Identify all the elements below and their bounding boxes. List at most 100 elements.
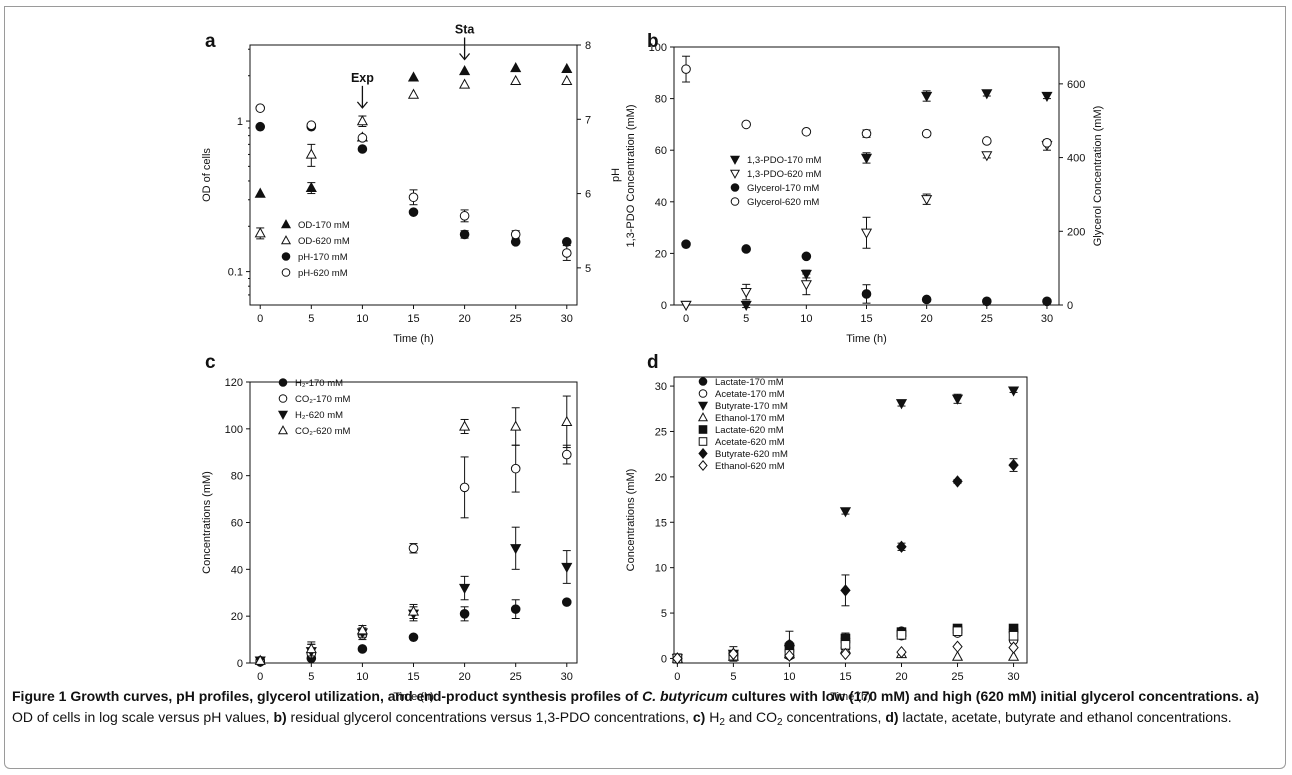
series-d-7 [672,640,1019,665]
legend-marker [698,447,708,460]
data-point [861,128,872,139]
data-point [357,133,368,143]
plot-frame-d [673,376,1028,664]
data-point [681,239,691,249]
legend-marker [729,155,741,165]
panel-letter-b: b [647,31,659,52]
y-tick-label: 0 [661,300,667,312]
x-tick-label: 15 [407,671,419,683]
data-point [254,227,266,238]
x-tick-label: 20 [458,313,470,325]
y2-tick-label: 8 [585,40,591,52]
data-point [255,103,266,113]
data-point [728,647,739,661]
y-tick-label: 120 [225,377,243,389]
x-tick-label: 5 [743,313,749,325]
data-point [784,649,795,662]
data-point [740,287,752,299]
legend-marker [729,169,741,179]
caption-label-a: a) [1246,688,1259,704]
legend-label: Acetate-620 mM [715,437,785,448]
legend-marker [278,394,288,403]
annotation-arrow-head [356,101,368,109]
data-point [357,144,368,154]
x-tick-label: 25 [510,313,522,325]
data-point [896,540,907,553]
x-tick-label: 5 [308,671,314,683]
data-point [1008,630,1019,641]
y2-axis-label: pH [610,168,622,182]
y-tick-label: 80 [231,471,243,483]
caption-label-b: b) [273,709,287,725]
x-tick-label: 5 [730,671,736,683]
x-tick-label: 0 [674,671,680,683]
chart-panel-a: a 0 5 10 15 20 25 30 Time (h) 0.1 1 OD of cells 5 6 7 8… [201,22,622,345]
data-point [1008,458,1019,472]
data-point [561,248,572,258]
legend-marker [277,410,289,420]
data-point [982,296,992,307]
annotation-label: Sta [455,22,476,36]
series-b-2 [681,239,1052,307]
legend-marker [278,378,288,387]
data-point [407,88,420,99]
data-point [741,119,751,130]
series-a-3 [255,103,572,261]
data-point [921,294,932,305]
legend-label: Lactate-170 mM [715,377,784,388]
y2-tick-label: 600 [1067,79,1085,91]
legend-marker [730,183,740,192]
x-tick-label: 10 [356,671,368,683]
x-tick-label: 15 [407,313,419,325]
data-point [459,229,470,240]
series-b-3 [681,55,1052,148]
y-tick-label: 30 [655,381,667,393]
data-point [740,300,752,311]
data-point [357,644,368,654]
chart-panel-b: b 0 5 10 15 20 25 30 Time (h) 0 20 40 60 80 100 1,3-PDO… [625,31,1104,345]
legend-label: Butyrate-620 mM [715,449,788,460]
x-tick-label: 10 [356,313,368,325]
data-point [561,597,572,607]
legend-label: Glycerol-170 mM [747,183,819,194]
legend-label: pH-620 mM [298,268,348,279]
data-point [561,449,572,460]
data-point [681,64,691,74]
x-tick-label: 0 [257,671,263,683]
y-tick-label: 0 [237,658,243,670]
legend-label: pH-170 mM [298,252,348,263]
legend-label: 1,3-PDO-170 mM [747,155,822,166]
legend-label: Ethanol-620 mM [715,461,785,472]
data-point [408,543,419,554]
data-point [356,115,368,126]
data-point [305,642,317,654]
legend-label: 1,3-PDO-620 mM [747,169,822,180]
data-point [407,605,420,616]
data-point [860,153,873,164]
legend-label: OD-620 mM [298,236,350,247]
data-point [896,645,907,659]
legend-marker [281,268,291,277]
x-tick-label: 5 [308,313,314,325]
y2-tick-label: 6 [585,189,591,201]
legend-label: H₂-170 mM [295,378,343,389]
y2-tick-label: 0 [1067,300,1073,312]
data-point [510,62,522,73]
y-tick-label: 60 [655,145,667,157]
series-c-3 [254,395,573,665]
y2-tick-label: 200 [1067,226,1085,238]
series-a-1 [254,74,573,240]
data-point [408,207,419,217]
x-tick-label: 25 [951,671,963,683]
data-point [1007,650,1020,661]
caption-text-c: H2 and CO2 concentrations, [705,709,886,728]
y-axis-label: Concentrations (mM) [201,471,213,574]
data-point [921,195,933,206]
data-point [1008,641,1019,654]
data-point [510,420,522,431]
data-point [895,399,908,410]
data-point [407,71,420,82]
panel-letter-c: c [205,352,216,373]
legend-marker [697,412,709,422]
